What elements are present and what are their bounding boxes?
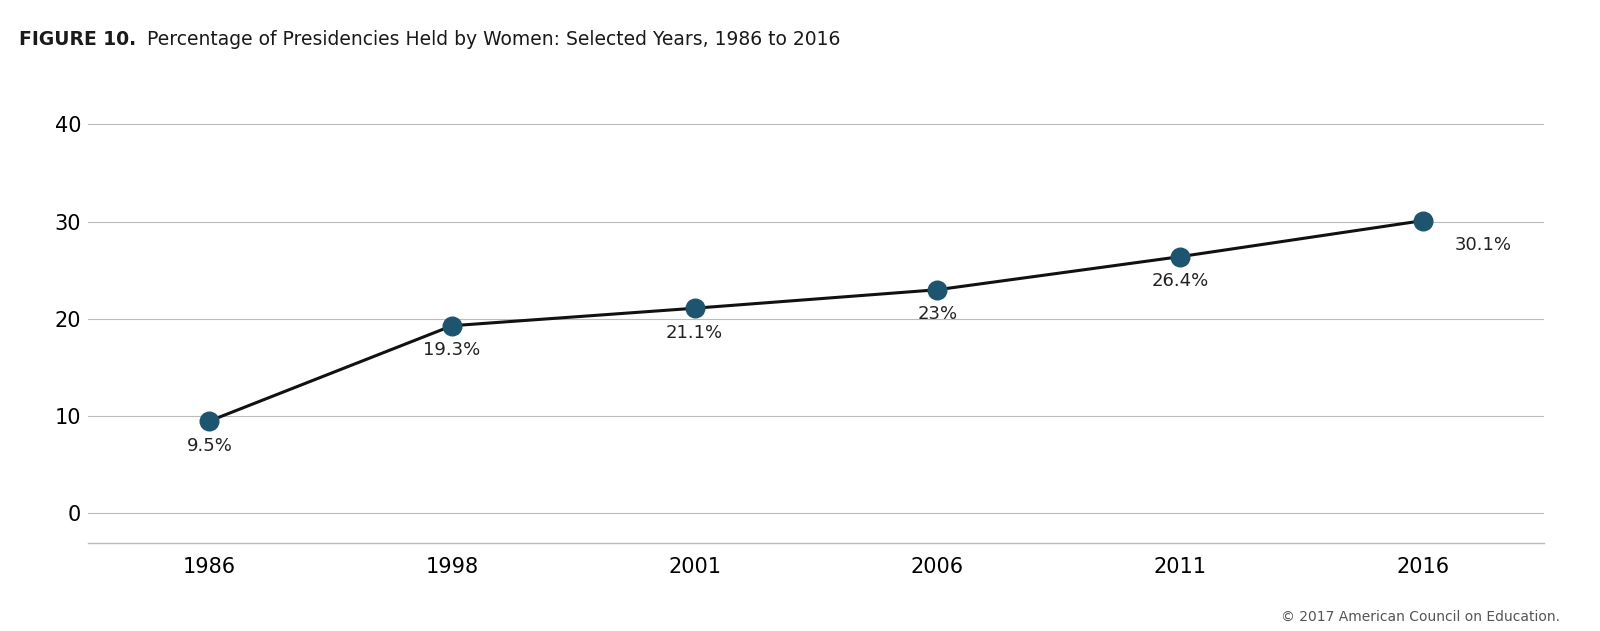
Point xyxy=(925,285,950,295)
Point xyxy=(438,321,466,331)
Text: 9.5%: 9.5% xyxy=(186,437,232,454)
Text: 26.4%: 26.4% xyxy=(1152,272,1208,290)
Text: FIGURE 10.: FIGURE 10. xyxy=(19,30,136,49)
Text: 21.1%: 21.1% xyxy=(666,324,723,342)
Point xyxy=(682,303,707,313)
Text: 19.3%: 19.3% xyxy=(424,341,480,359)
Point xyxy=(197,416,222,426)
Text: Percentage of Presidencies Held by Women: Selected Years, 1986 to 2016: Percentage of Presidencies Held by Women… xyxy=(141,30,840,49)
Text: 23%: 23% xyxy=(917,305,957,323)
Text: © 2017 American Council on Education.: © 2017 American Council on Education. xyxy=(1282,610,1560,623)
Text: 30.1%: 30.1% xyxy=(1454,236,1512,254)
Point xyxy=(1168,252,1194,262)
Point xyxy=(1410,216,1435,226)
